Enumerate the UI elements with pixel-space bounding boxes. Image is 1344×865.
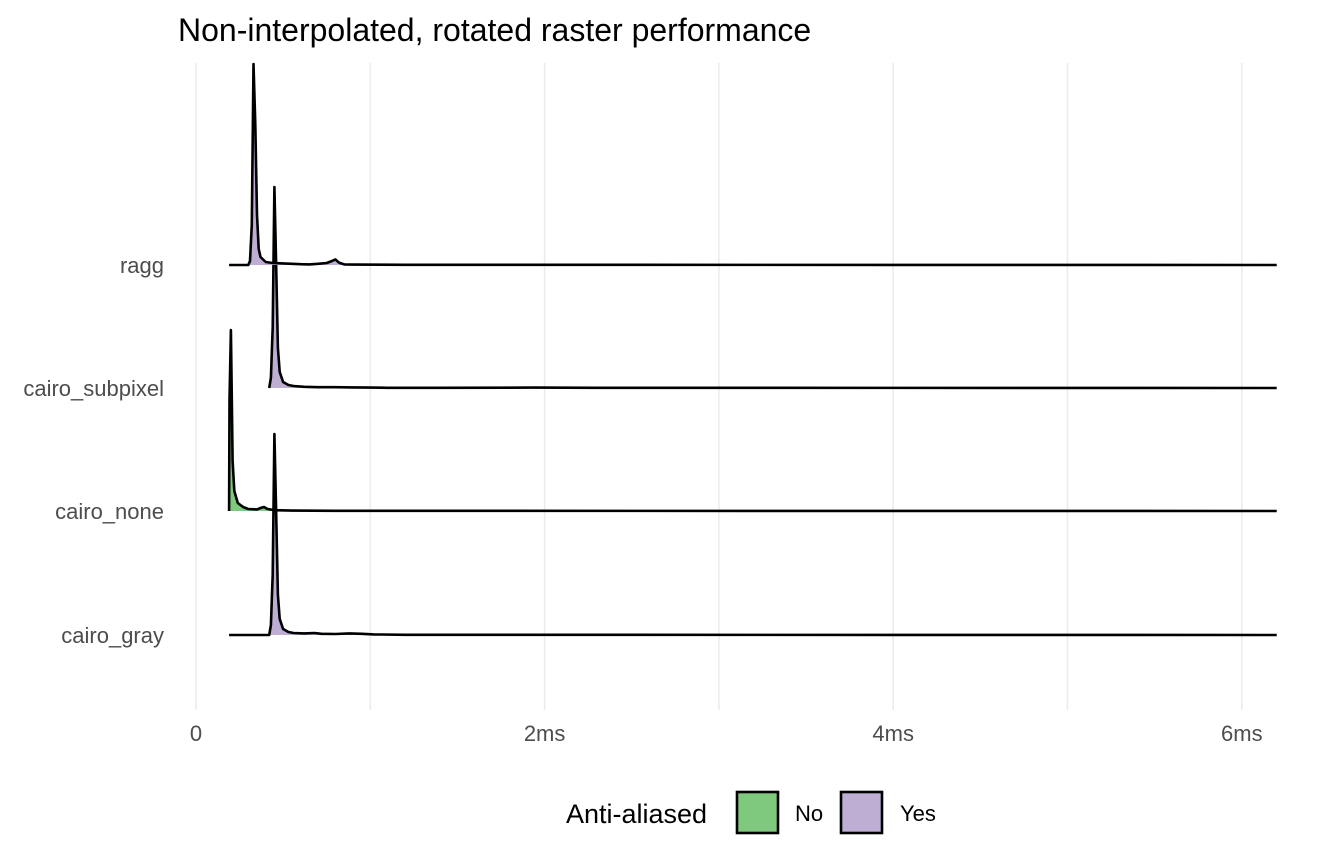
legend-label-yes: Yes [900, 801, 936, 826]
y-label-cairo_subpixel: cairo_subpixel [23, 376, 164, 401]
legend-title: Anti-aliased [566, 799, 707, 829]
x-tick-label: 2ms [524, 721, 566, 746]
y-label-cairo_none: cairo_none [55, 499, 164, 524]
ridge-outline [227, 328, 1277, 513]
legend-key-no [735, 790, 780, 835]
y-label-cairo_gray: cairo_gray [61, 623, 164, 648]
ridge-cairo_subpixel [267, 185, 1277, 390]
legend-key-yes [839, 790, 884, 835]
chart-title: Non-interpolated, rotated raster perform… [178, 12, 811, 48]
x-tick-label: 6ms [1221, 721, 1263, 746]
ridges [227, 62, 1277, 637]
ridge-fill [229, 330, 1277, 511]
ridge-ragg [229, 62, 1277, 267]
ridge-fill [229, 434, 1277, 635]
ridge-cairo_none [227, 328, 1277, 513]
legend-entries: No Yes [735, 790, 936, 835]
ridge-fill [269, 187, 1277, 388]
legend: Anti-aliased No Yes [566, 790, 936, 835]
legend-label-no: No [795, 801, 823, 826]
ridge-outline [229, 62, 1277, 267]
ridge-fill [229, 64, 1277, 265]
ridge-cairo_gray [229, 432, 1277, 637]
x-tick-label: 4ms [872, 721, 914, 746]
ridge-outline [267, 185, 1277, 390]
x-tick-label: 0 [190, 721, 202, 746]
y-label-ragg: ragg [120, 253, 164, 278]
x-axis-ticks: 0 2ms 4ms 6ms [190, 721, 1263, 746]
ridge-outline [229, 432, 1277, 637]
y-axis-labels: ragg cairo_subpixel cairo_none cairo_gray [23, 253, 164, 648]
